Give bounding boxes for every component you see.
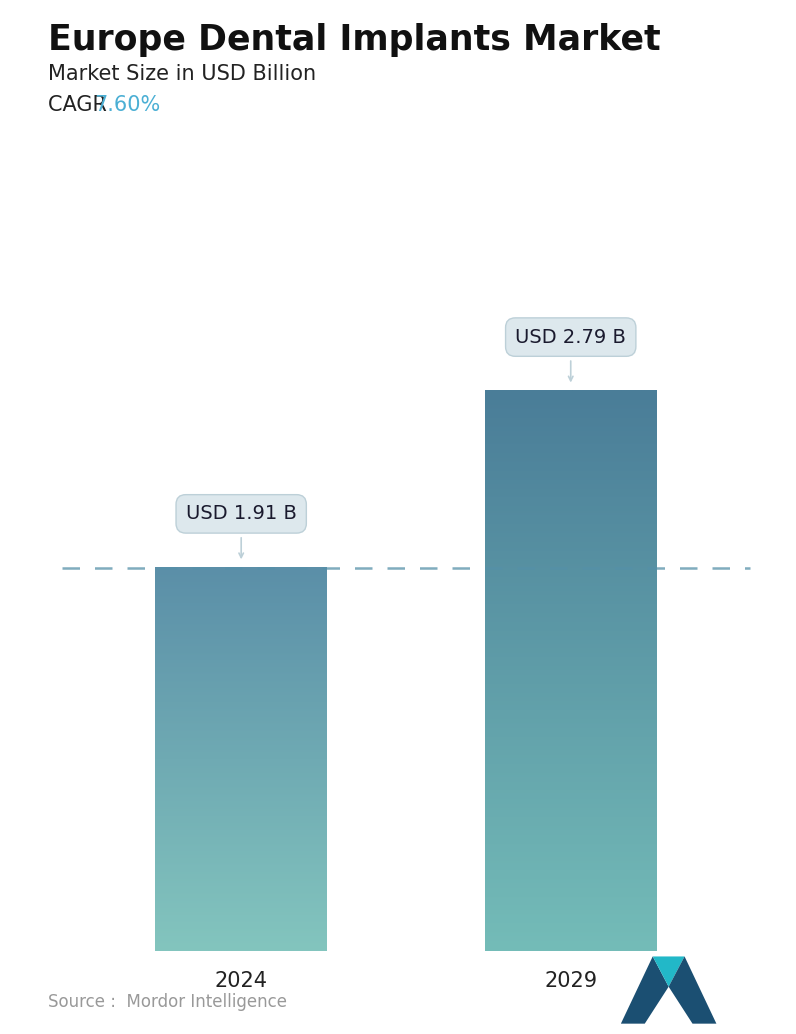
Polygon shape bbox=[621, 956, 669, 1024]
Polygon shape bbox=[669, 956, 716, 1024]
Polygon shape bbox=[653, 956, 685, 986]
Text: 7.60%: 7.60% bbox=[94, 95, 160, 115]
Text: Source :  Mordor Intelligence: Source : Mordor Intelligence bbox=[48, 994, 287, 1011]
Text: Market Size in USD Billion: Market Size in USD Billion bbox=[48, 64, 316, 84]
Text: CAGR: CAGR bbox=[48, 95, 120, 115]
Text: Europe Dental Implants Market: Europe Dental Implants Market bbox=[48, 23, 661, 57]
Text: USD 1.91 B: USD 1.91 B bbox=[185, 505, 297, 557]
Text: USD 2.79 B: USD 2.79 B bbox=[515, 328, 626, 381]
